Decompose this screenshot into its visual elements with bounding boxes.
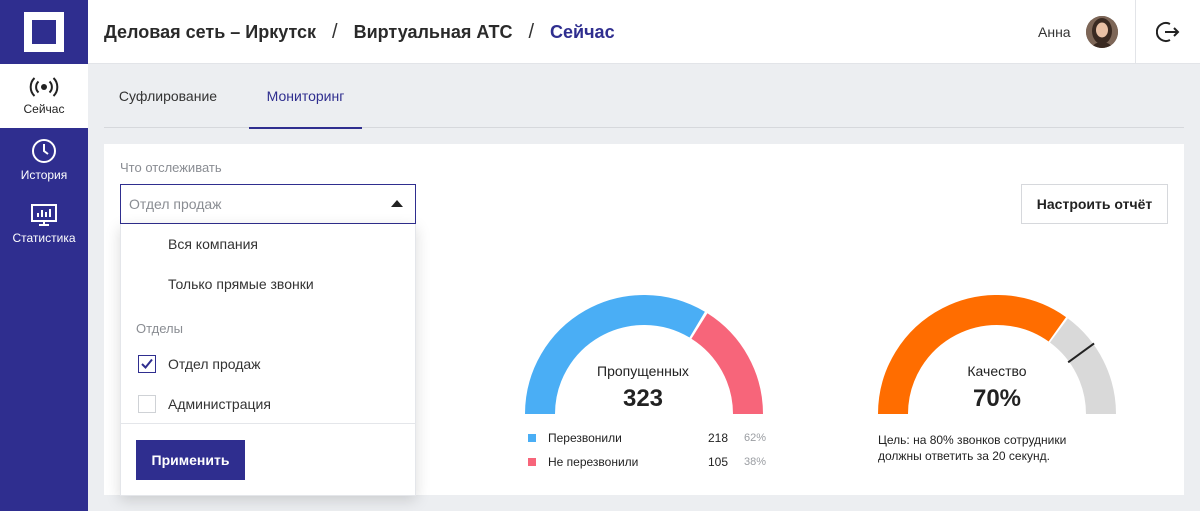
option-direct-calls[interactable]: Только прямые звонки [168,276,314,292]
missed-calls-gauge [525,295,763,415]
checkmark-icon [141,358,153,369]
logout-icon [1155,22,1180,42]
legend-swatch [528,434,536,442]
filter-select-value: Отдел продаж [129,196,222,212]
logout-button[interactable] [1155,20,1180,44]
option-sales-department[interactable]: Отдел продаж [168,356,261,372]
filter-label: Что отслеживать [120,160,222,175]
quality-value: 70% [972,385,1022,412]
quality-arc-value [878,295,1067,415]
sidebar-item-now[interactable]: Сейчас [0,64,88,128]
user-name[interactable]: Анна [1038,24,1071,40]
sidebar-item-label: Сейчас [23,102,65,116]
option-administration[interactable]: Администрация [168,396,271,412]
missed-arc-called-back [525,295,705,415]
monitoring-panel: Что отслеживать Отдел продаж Настроить о… [104,144,1184,496]
caret-up-icon [391,200,403,207]
tab-monitoring[interactable]: Мониторинг [249,64,362,129]
checkbox-sales-department[interactable] [138,355,156,373]
quality-arc-rest [1049,318,1116,415]
legend-percent: 62% [744,432,767,444]
sidebar-item-label: Статистика [12,231,76,245]
tab-prompting[interactable]: Суфлирование [118,88,218,104]
missed-calls-title: Пропущенных [597,363,689,379]
quality-title: Качество [967,363,1027,379]
dropdown-divider [121,423,415,424]
logo-mark [24,12,64,52]
quality-target-marker [1067,342,1095,364]
legend-called-back: Перезвонили 218 62% [528,430,768,446]
legend-count: 105 [708,455,729,469]
quality-gauge [878,295,1116,415]
missed-arc-not-called-back [691,313,763,415]
departments-group-label: Отделы [136,321,183,336]
breadcrumb-separator: / [528,20,535,43]
missed-calls-value: 323 [622,385,664,412]
legend-not-called-back: Не перезвонили 105 38% [528,454,768,470]
sidebar-item-history[interactable]: История [0,128,88,192]
filter-select[interactable]: Отдел продаж [120,184,416,224]
configure-report-button[interactable]: Настроить отчёт [1021,184,1168,224]
breadcrumb-item[interactable]: Виртуальная АТС [353,21,513,42]
quality-goal-text: Цель: на 80% звонков сотрудники должны о… [878,433,1067,463]
sidebar-item-label: История [20,168,68,182]
avatar-image [1086,16,1118,48]
legend-label: Перезвонили [548,431,622,445]
sidebar: Сейчас История Статистика [0,0,88,511]
legend-label: Не перезвонили [548,455,639,469]
legend-swatch [528,458,536,466]
breadcrumb-item[interactable]: Деловая сеть – Иркутск [104,21,317,42]
breadcrumb-current: Сейчас [550,21,615,42]
monitor-chart-icon [31,204,57,226]
option-whole-company[interactable]: Вся компания [168,236,259,252]
top-bar: Деловая сеть – Иркутск / Виртуальная АТС… [88,0,1200,64]
tab-bar: Суфлирование Мониторинг [104,64,1184,129]
breadcrumb: Деловая сеть – Иркутск / Виртуальная АТС… [104,0,615,64]
broadcast-icon [29,77,59,97]
clock-icon [32,139,56,163]
legend-percent: 38% [744,456,767,468]
logo[interactable] [0,0,88,64]
header-divider [1135,0,1136,64]
checkbox-administration[interactable] [138,395,156,413]
sidebar-item-statistics[interactable]: Статистика [0,192,88,256]
legend-count: 218 [708,431,729,445]
avatar[interactable] [1086,16,1118,48]
apply-button[interactable]: Применить [136,440,245,480]
filter-dropdown: Вся компания Только прямые звонки Отделы… [120,224,416,496]
breadcrumb-separator: / [332,20,338,43]
